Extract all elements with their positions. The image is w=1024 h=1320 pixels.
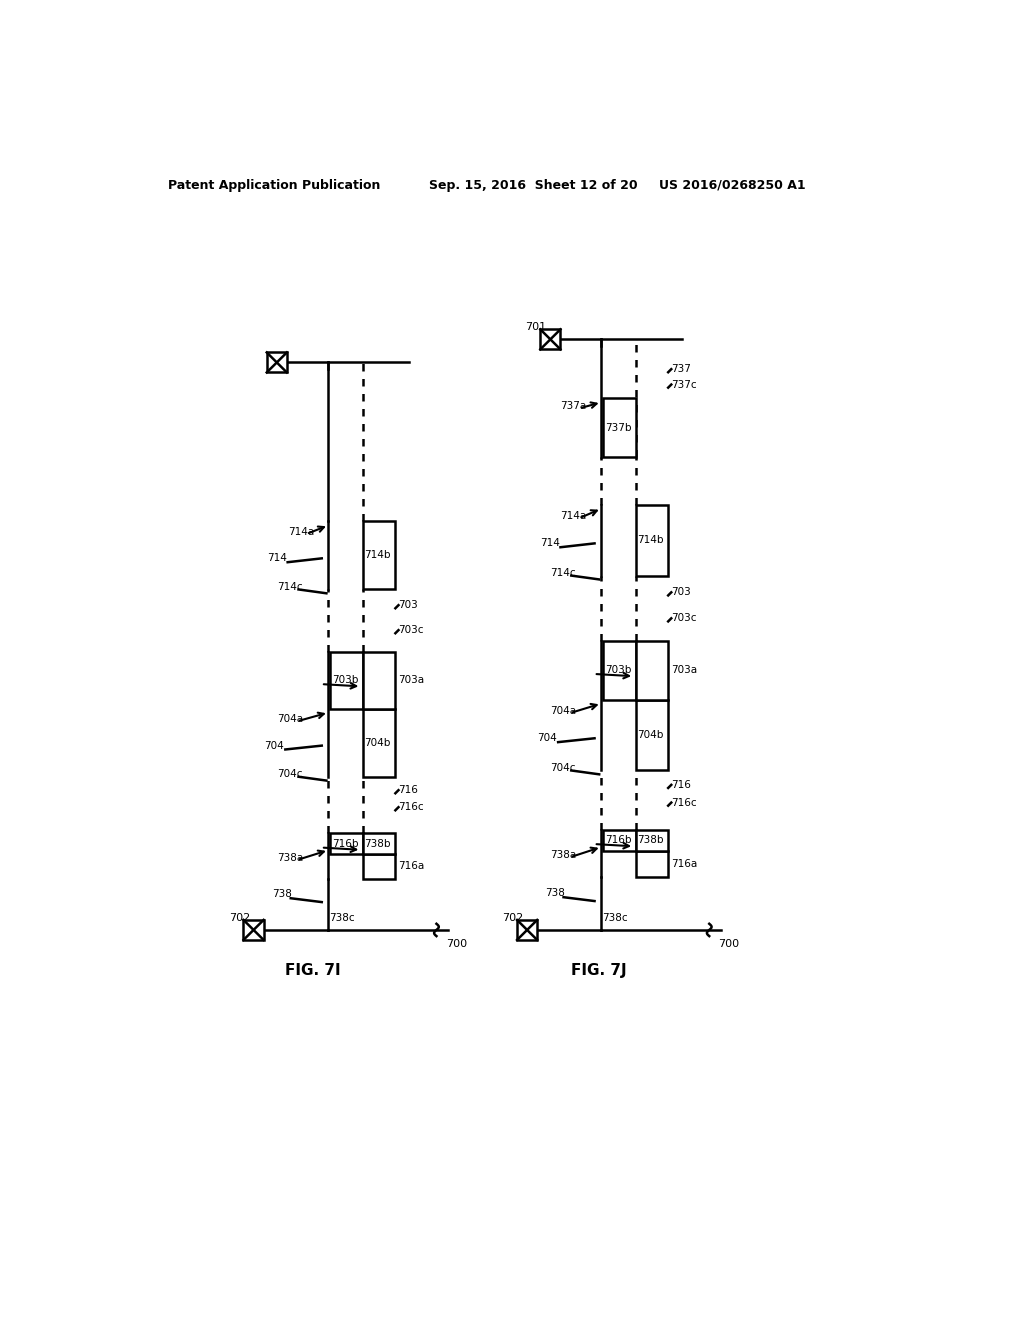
Text: 716b: 716b bbox=[604, 836, 631, 845]
Text: 716: 716 bbox=[398, 785, 419, 795]
Text: FIG. 7J: FIG. 7J bbox=[571, 964, 627, 978]
Bar bbox=[362, 521, 395, 590]
Text: 737a: 737a bbox=[560, 401, 587, 411]
Bar bbox=[603, 399, 636, 458]
Bar bbox=[244, 920, 263, 940]
Text: 703: 703 bbox=[672, 587, 691, 598]
Text: 714a: 714a bbox=[288, 527, 314, 537]
Text: 714b: 714b bbox=[365, 550, 391, 561]
Bar bbox=[636, 640, 669, 700]
Text: 716c: 716c bbox=[398, 803, 424, 812]
Text: 738: 738 bbox=[545, 888, 565, 899]
Bar bbox=[362, 833, 395, 854]
Text: 703c: 703c bbox=[672, 614, 696, 623]
Bar bbox=[362, 854, 395, 879]
Text: 716b: 716b bbox=[332, 838, 358, 849]
Text: 703a: 703a bbox=[398, 676, 425, 685]
Text: 703c: 703c bbox=[398, 626, 424, 635]
Text: 738: 738 bbox=[272, 890, 292, 899]
Bar bbox=[331, 833, 362, 854]
Text: 702: 702 bbox=[228, 912, 250, 923]
Text: 714: 714 bbox=[267, 553, 288, 564]
Text: 701: 701 bbox=[525, 322, 547, 333]
Text: 703a: 703a bbox=[672, 665, 697, 675]
Text: 703b: 703b bbox=[332, 676, 358, 685]
Text: 703: 703 bbox=[398, 601, 418, 610]
Text: 716a: 716a bbox=[398, 862, 425, 871]
Text: 716c: 716c bbox=[672, 797, 697, 808]
Text: 704c: 704c bbox=[550, 763, 575, 774]
Text: 737: 737 bbox=[672, 364, 691, 374]
Text: 704c: 704c bbox=[278, 770, 303, 779]
Text: 737b: 737b bbox=[604, 422, 631, 433]
Text: 704a: 704a bbox=[550, 706, 577, 715]
Bar bbox=[603, 829, 636, 851]
Bar bbox=[636, 504, 669, 576]
Text: 714b: 714b bbox=[637, 535, 664, 545]
Text: 704a: 704a bbox=[278, 714, 304, 725]
Text: 704b: 704b bbox=[637, 730, 664, 741]
Text: 714a: 714a bbox=[560, 511, 587, 521]
Text: 716a: 716a bbox=[672, 859, 697, 869]
Bar bbox=[636, 851, 669, 876]
Text: 702: 702 bbox=[503, 912, 523, 923]
Bar bbox=[517, 920, 538, 940]
Bar bbox=[636, 829, 669, 851]
Text: 738a: 738a bbox=[278, 853, 304, 863]
Text: Patent Application Publication: Patent Application Publication bbox=[168, 178, 381, 191]
Bar bbox=[362, 652, 395, 709]
Text: 704: 704 bbox=[264, 741, 284, 751]
Text: FIG. 7I: FIG. 7I bbox=[285, 964, 340, 978]
Text: Sep. 15, 2016  Sheet 12 of 20: Sep. 15, 2016 Sheet 12 of 20 bbox=[429, 178, 637, 191]
Bar bbox=[636, 700, 669, 771]
Text: 738c: 738c bbox=[330, 912, 355, 923]
Text: US 2016/0268250 A1: US 2016/0268250 A1 bbox=[658, 178, 806, 191]
Text: 714: 714 bbox=[541, 539, 560, 548]
Text: 704b: 704b bbox=[365, 738, 391, 747]
Text: 700: 700 bbox=[719, 939, 739, 949]
Text: 714c: 714c bbox=[550, 569, 575, 578]
Text: 700: 700 bbox=[445, 939, 467, 949]
Text: 738b: 738b bbox=[365, 838, 391, 849]
Text: 716: 716 bbox=[672, 780, 691, 789]
Text: 703b: 703b bbox=[604, 665, 631, 675]
Text: 714c: 714c bbox=[278, 582, 303, 593]
Bar bbox=[362, 709, 395, 776]
Bar bbox=[266, 352, 287, 372]
Text: 704: 704 bbox=[538, 734, 557, 743]
Bar bbox=[331, 652, 362, 709]
Text: 737c: 737c bbox=[672, 380, 697, 389]
Text: 738b: 738b bbox=[637, 836, 664, 845]
Text: 738a: 738a bbox=[550, 850, 577, 861]
Bar bbox=[603, 640, 636, 700]
Bar bbox=[541, 330, 560, 350]
Text: 738c: 738c bbox=[602, 912, 628, 923]
